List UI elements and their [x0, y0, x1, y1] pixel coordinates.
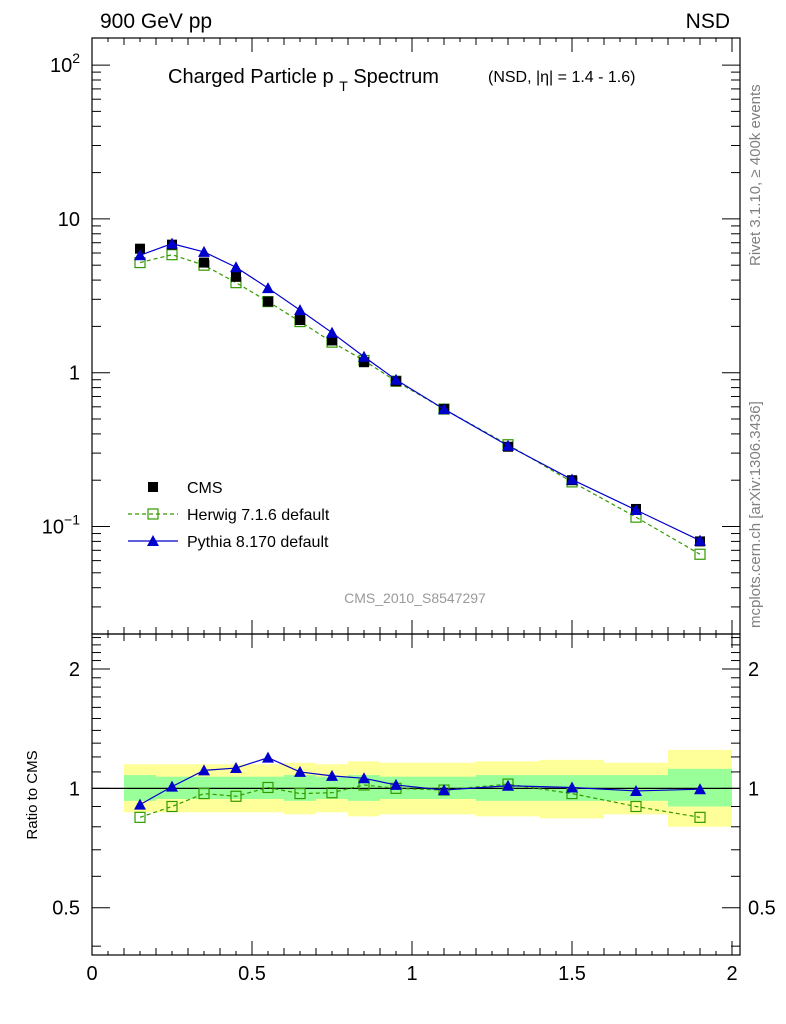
ratio-y-tick-label-right: 1 [748, 778, 759, 800]
chart-title: Charged Particle p T Spectrum [168, 66, 439, 96]
ratio-pythia-8-170-default-point [438, 784, 450, 796]
main-pythia-8-170-default-point [294, 304, 306, 316]
ratio-y-tick-label-right: 0.5 [748, 898, 776, 920]
ratio-pythia-8-170-default-point [358, 772, 370, 784]
chart-title-subscript: T [339, 78, 348, 94]
main-pythia-8-170-default-point [326, 326, 338, 338]
legend-label: Pythia 8.170 default [187, 534, 329, 551]
ratio-pythia-8-170-default-point [198, 764, 210, 776]
main-cms-point [359, 357, 369, 368]
legend-marker [147, 508, 159, 520]
main-herwig-7-1-6-default-point [694, 548, 706, 560]
legend: CMS Herwig 7.1.6 default Pythia 8.170 defa… [128, 480, 330, 551]
ratio-pythia-8-170-default-point [230, 762, 242, 774]
ratio-pythia-8-170-default-point [294, 765, 306, 777]
main-pythia-8-170-default-point [262, 282, 274, 294]
x-tick-label: 2 [726, 963, 737, 985]
ratio-herwig-7-1-6-default-point [134, 811, 146, 823]
legend-marker [148, 482, 158, 492]
main-y-tick-base: 1 [69, 363, 80, 385]
main-pythia-8-170-default-point [390, 373, 402, 385]
main-y-tick-base: 10 [58, 209, 80, 231]
ratio-pythia-8-170-default-point [694, 783, 706, 795]
main-pythia-8-170-default-point [694, 534, 706, 546]
legend-label: Herwig 7.1.6 default [187, 507, 330, 524]
main-pythia-8-170-default-point [566, 473, 578, 485]
ratio-pythia-8-170-default-point [630, 784, 642, 796]
ratio-herwig-7-1-6-default-point [630, 800, 642, 813]
ratio-herwig-7-1-6-default-point [166, 800, 178, 813]
main-cms-point [263, 296, 273, 307]
main-y-tick-label: 102 [50, 50, 80, 77]
main-y-tick-base: 10 [42, 516, 64, 538]
ratio-herwig-7-1-6-default-point [694, 811, 706, 823]
ratio-y-tick-label-right: 2 [748, 659, 759, 681]
main-cms-point [135, 243, 145, 254]
x-tick-label: 0 [86, 963, 97, 985]
ratio-y-tick-label-left: 0.5 [52, 898, 80, 920]
ratio-plot: Ratio to CMS 0 0.5 1 1.5 2 0.5 0.5 1 1 2 2 [24, 633, 776, 985]
ratio-pythia-8-170-default-point [166, 780, 178, 792]
ratio-herwig-7-1-6-default-point [230, 790, 242, 802]
main-y-tick-label: 10 [58, 209, 80, 231]
x-tick-label: 1.5 [558, 963, 586, 985]
main-pythia-8-170-default-point [198, 245, 210, 257]
analysis-label: CMS_2010_S8547297 [344, 590, 486, 606]
main-y-tick-exponent: 2 [72, 50, 80, 66]
legend-item: Pythia 8.170 default [128, 534, 329, 551]
ratio-herwig-7-1-6-default-point [262, 781, 274, 794]
x-tick-label: 0.5 [238, 963, 266, 985]
main-pythia-8-170-default-point [502, 439, 514, 451]
ratio-pythia-8-170-default-point [134, 798, 146, 810]
mcplots-label: mcplots.cern.ch [arXiv:1306.3436] [747, 401, 764, 628]
ratio-y-tick-label-left: 2 [69, 659, 80, 681]
main-cms-point [231, 271, 241, 282]
ratio-y-tick-label-left: 1 [69, 778, 80, 800]
ratio-herwig-7-1-6-default-point [326, 787, 338, 799]
header-right-label: NSD [686, 10, 730, 33]
main-pythia-8-170-default-point [438, 403, 450, 415]
ratio-herwig-7-1-6-default-point [294, 787, 306, 800]
main-plot: Charged Particle p T Spectrum (NSD, |η| … [42, 37, 741, 635]
main-y-tick-label: 10−1 [42, 511, 80, 538]
main-cms-point [295, 315, 305, 326]
chart-title-main: Charged Particle p [168, 66, 334, 88]
main-herwig-7-1-6-default-point [166, 249, 178, 261]
ratio-pythia-8-170-default-line [139, 757, 701, 806]
main-y-tick-label: 1 [69, 363, 80, 385]
main-pythia-8-170-default-point [166, 237, 178, 249]
main-y-tick-exponent: −1 [64, 511, 80, 527]
ratio-pythia-8-170-default-point [566, 781, 578, 793]
legend-marker [147, 535, 159, 546]
legend-label: CMS [187, 480, 223, 497]
header-left-label: 900 GeV pp [100, 10, 212, 33]
legend-item: CMS [148, 480, 223, 497]
ratio-plot-frame [91, 633, 741, 956]
main-cms-point [199, 257, 209, 268]
main-cms-point [327, 335, 337, 346]
main-pythia-8-170-default-line [139, 243, 701, 542]
main-pythia-8-170-default-point [134, 249, 146, 261]
x-tick-label: 1 [406, 963, 417, 985]
ratio-pythia-8-170-default-point [262, 751, 274, 763]
rivet-version-label: Rivet 3.1.10, ≥ 400k events [747, 84, 764, 266]
main-pythia-8-170-default-point [230, 261, 242, 273]
ratio-y-axis-label: Ratio to CMS [24, 750, 41, 839]
legend-item: Herwig 7.1.6 default [128, 507, 330, 524]
chart-subtitle: (NSD, |η| = 1.4 - 1.6) [488, 69, 635, 86]
ratio-pythia-8-170-default-point [502, 779, 514, 791]
ratio-pythia-8-170-default-point [326, 769, 338, 781]
ratio-herwig-7-1-6-default-point [198, 787, 210, 800]
main-pythia-8-170-default-point [358, 350, 370, 362]
chart-title-tail: Spectrum [353, 66, 439, 88]
ratio-pythia-8-170-default-point [390, 778, 402, 790]
main-y-tick-base: 10 [50, 55, 72, 77]
main-pythia-8-170-default-point [630, 504, 642, 516]
